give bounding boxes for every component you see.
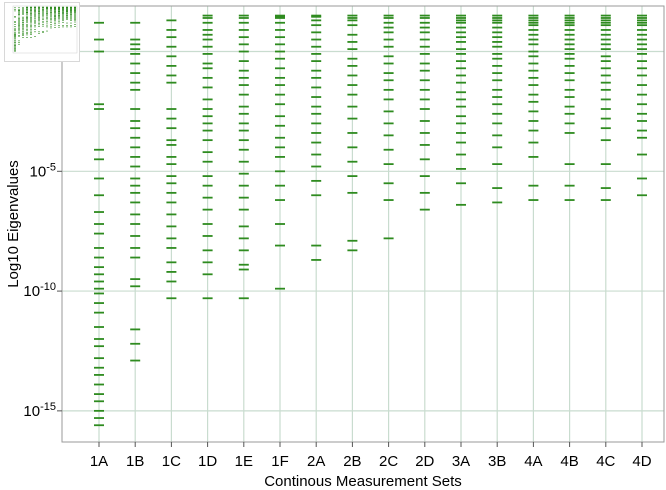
x-tick-label-4D: 4D <box>632 453 651 470</box>
x-tick-label-4C: 4C <box>596 453 615 470</box>
x-axis-title: Continous Measurement Sets <box>264 473 462 490</box>
y-tick-label: 10-5 <box>30 161 56 180</box>
x-tick-label-2B: 2B <box>343 453 361 470</box>
eigenvalue-marks <box>94 14 647 427</box>
thumbnail-chart <box>12 5 78 54</box>
y-tick-label: 10-10 <box>23 281 56 300</box>
y-tick-label: 10-15 <box>23 401 56 420</box>
x-tick-label-3B: 3B <box>488 453 506 470</box>
x-tick-label-1C: 1C <box>162 453 181 470</box>
x-tick-label-3A: 3A <box>452 453 470 470</box>
x-tick-label-4A: 4A <box>524 453 542 470</box>
thumb-frame <box>12 5 78 54</box>
x-tick-label-1A: 1A <box>90 453 108 470</box>
grid-lines <box>62 6 664 442</box>
x-tick-label-1F: 1F <box>271 453 289 470</box>
x-tick-label-1D: 1D <box>198 453 217 470</box>
x-tick-label-1E: 1E <box>235 453 253 470</box>
x-axis-ticks: 1A 1B 1C 1D 1E 1F 2A 2B 2C 2D 3A 3B 4A 4B 4C 4D <box>90 442 652 470</box>
plot-frame <box>61 5 665 443</box>
thumbnail-preview <box>4 2 80 62</box>
y-axis-title: Log10 Eigenvalues <box>5 160 22 288</box>
x-tick-label-2A: 2A <box>307 453 325 470</box>
x-tick-label-2C: 2C <box>379 453 398 470</box>
x-tick-label-1B: 1B <box>126 453 144 470</box>
x-tick-label-4B: 4B <box>560 453 578 470</box>
x-tick-label-2D: 2D <box>415 453 434 470</box>
